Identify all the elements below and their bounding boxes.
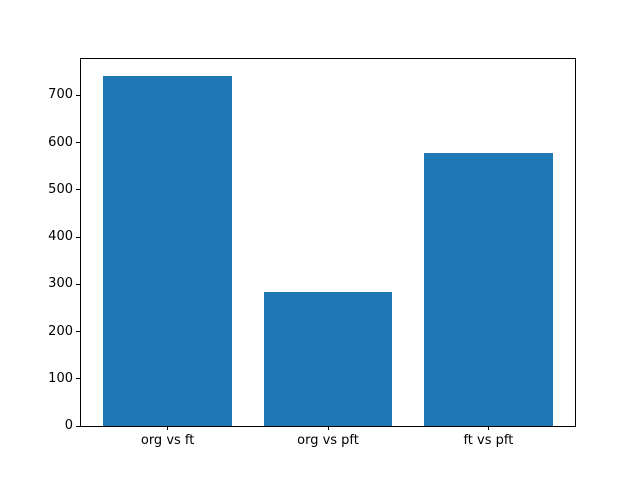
y-tick-mark <box>76 378 80 380</box>
bar-ft-vs-pft <box>424 153 553 426</box>
x-tick-mark <box>327 426 329 430</box>
y-tick-label: 0 <box>64 418 73 433</box>
plot-area: 0 100 200 300 400 500 600 700 org vs ft org vs pf… <box>48 58 576 448</box>
x-tick-label: org vs pft <box>297 433 359 448</box>
y-tick-mark <box>76 425 80 427</box>
y-tick-mark <box>76 331 80 333</box>
y-tick-mark <box>76 189 80 191</box>
y-tick-label: 100 <box>48 370 73 386</box>
x-tick-label: ft vs pft <box>463 433 514 448</box>
y-tick-label: 300 <box>48 276 73 292</box>
y-tick-label: 200 <box>48 323 73 339</box>
y-tick-label: 600 <box>48 134 73 150</box>
y-tick-mark <box>76 236 80 238</box>
y-tick-label: 400 <box>48 229 73 245</box>
y-tick-label: 500 <box>48 181 73 197</box>
x-tick-label: org vs ft <box>140 433 195 448</box>
x-tick-mark <box>487 426 489 430</box>
y-tick-mark <box>76 142 80 144</box>
y-tick-mark <box>76 283 80 285</box>
bar-org-vs-ft <box>103 76 232 426</box>
y-tick-mark <box>76 94 80 96</box>
x-tick-mark <box>167 426 169 430</box>
bar-org-vs-pft <box>263 291 393 426</box>
y-tick-label: 700 <box>48 87 73 103</box>
